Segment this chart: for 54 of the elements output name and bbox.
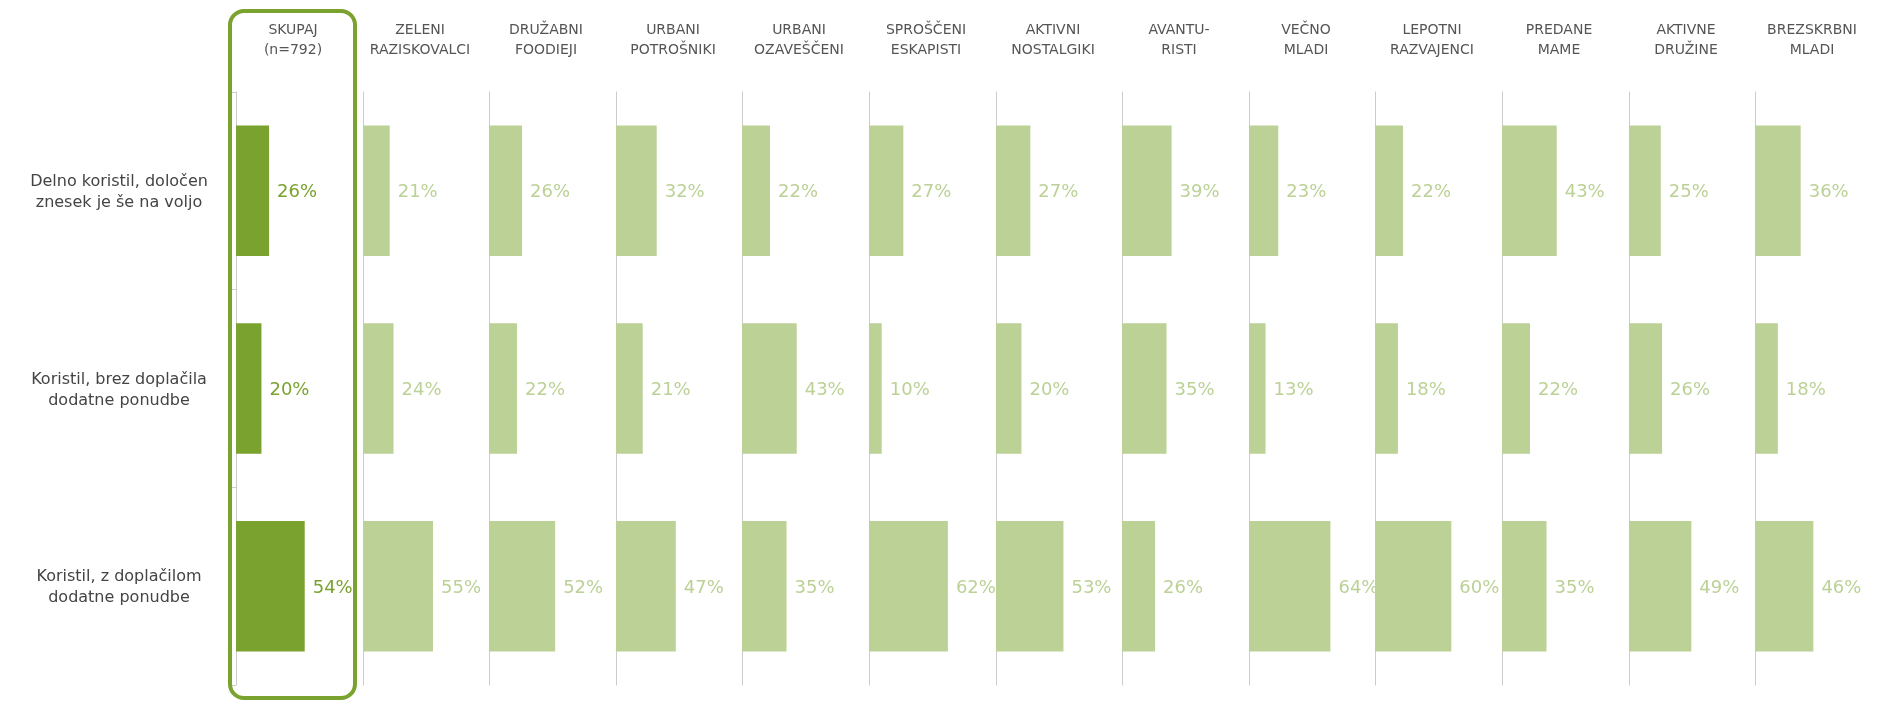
chart-title: PREDANE MAME [1525, 21, 1593, 57]
data-label: 43% [1564, 180, 1605, 202]
chart-title: DRUŽABNI FOODIEJI [509, 20, 584, 57]
data-label: 32% [664, 180, 705, 202]
data-label: 20% [1029, 378, 1070, 399]
chart-title: BREZSKRBNI MLADI [1767, 21, 1858, 57]
data-label: 60% [1459, 575, 1500, 597]
data-label: 22% [525, 378, 566, 399]
data-label: 43% [805, 378, 846, 399]
chart-title: AKTIVNE DRUŽINE [1653, 21, 1718, 57]
data-label: 18% [1406, 378, 1447, 399]
data-label: 18% [1786, 378, 1827, 399]
data-label: 52% [563, 575, 604, 597]
data-label: 53% [1071, 575, 1112, 597]
data-label: 46% [1821, 575, 1862, 597]
data-label: 27% [1037, 180, 1078, 202]
chart-title: AKTIVNI NOSTALGIKI [1010, 21, 1095, 57]
data-label: 25% [1668, 180, 1709, 202]
data-label: 22% [778, 180, 819, 202]
data-label: 47% [683, 575, 724, 597]
data-label: 24% [401, 378, 442, 399]
data-label: 23% [1286, 180, 1327, 202]
data-label: 26% [530, 180, 571, 202]
chart-title: URBANI POTROŠNIKI [630, 21, 716, 57]
y-tick-label: Koristil, z doplačilom dodatne ponudbe [36, 566, 202, 607]
y-tick-label: Koristil, brez doplačila dodatne ponudbe [31, 368, 207, 409]
data-label: 26% [277, 180, 318, 202]
data-label: 36% [1808, 180, 1849, 202]
data-label: 35% [794, 575, 835, 597]
data-label: 13% [1273, 378, 1314, 399]
chart-title: SPROŠČENI ESKAPISTI [885, 20, 967, 57]
chart-title: SKUPAJ (n=792) [263, 21, 323, 57]
data-label: 21% [397, 180, 438, 202]
chart-title: ZELENI RAZISKOVALCI [369, 21, 470, 57]
data-label: 49% [1698, 575, 1739, 597]
chart-title: LEPOTNI RAZVAJENCI [1390, 21, 1475, 57]
data-label: 21% [650, 378, 691, 399]
data-label: 20% [269, 378, 310, 399]
chart-title: VEČNO MLADI [1280, 20, 1331, 57]
data-label: 35% [1174, 378, 1215, 399]
data-label: 10% [889, 378, 930, 399]
data-label: 62% [955, 575, 996, 597]
data-label: 22% [1411, 180, 1452, 202]
y-tick-label: Delno koristil, določen znesek je še na voljo [30, 170, 208, 211]
data-label: 55% [440, 575, 481, 597]
data-label: 26% [1163, 575, 1204, 597]
chart-title: URBANI OZAVEŠČENI [754, 21, 845, 57]
data-label: 26% [1669, 378, 1710, 399]
data-label: 54% [312, 575, 353, 597]
data-label: 35% [1554, 575, 1595, 597]
data-label: 22% [1537, 378, 1579, 399]
data-label: 27% [911, 180, 952, 202]
data-label: 39% [1179, 180, 1220, 202]
chart-title: AVANTU- RISTI [1148, 21, 1210, 57]
